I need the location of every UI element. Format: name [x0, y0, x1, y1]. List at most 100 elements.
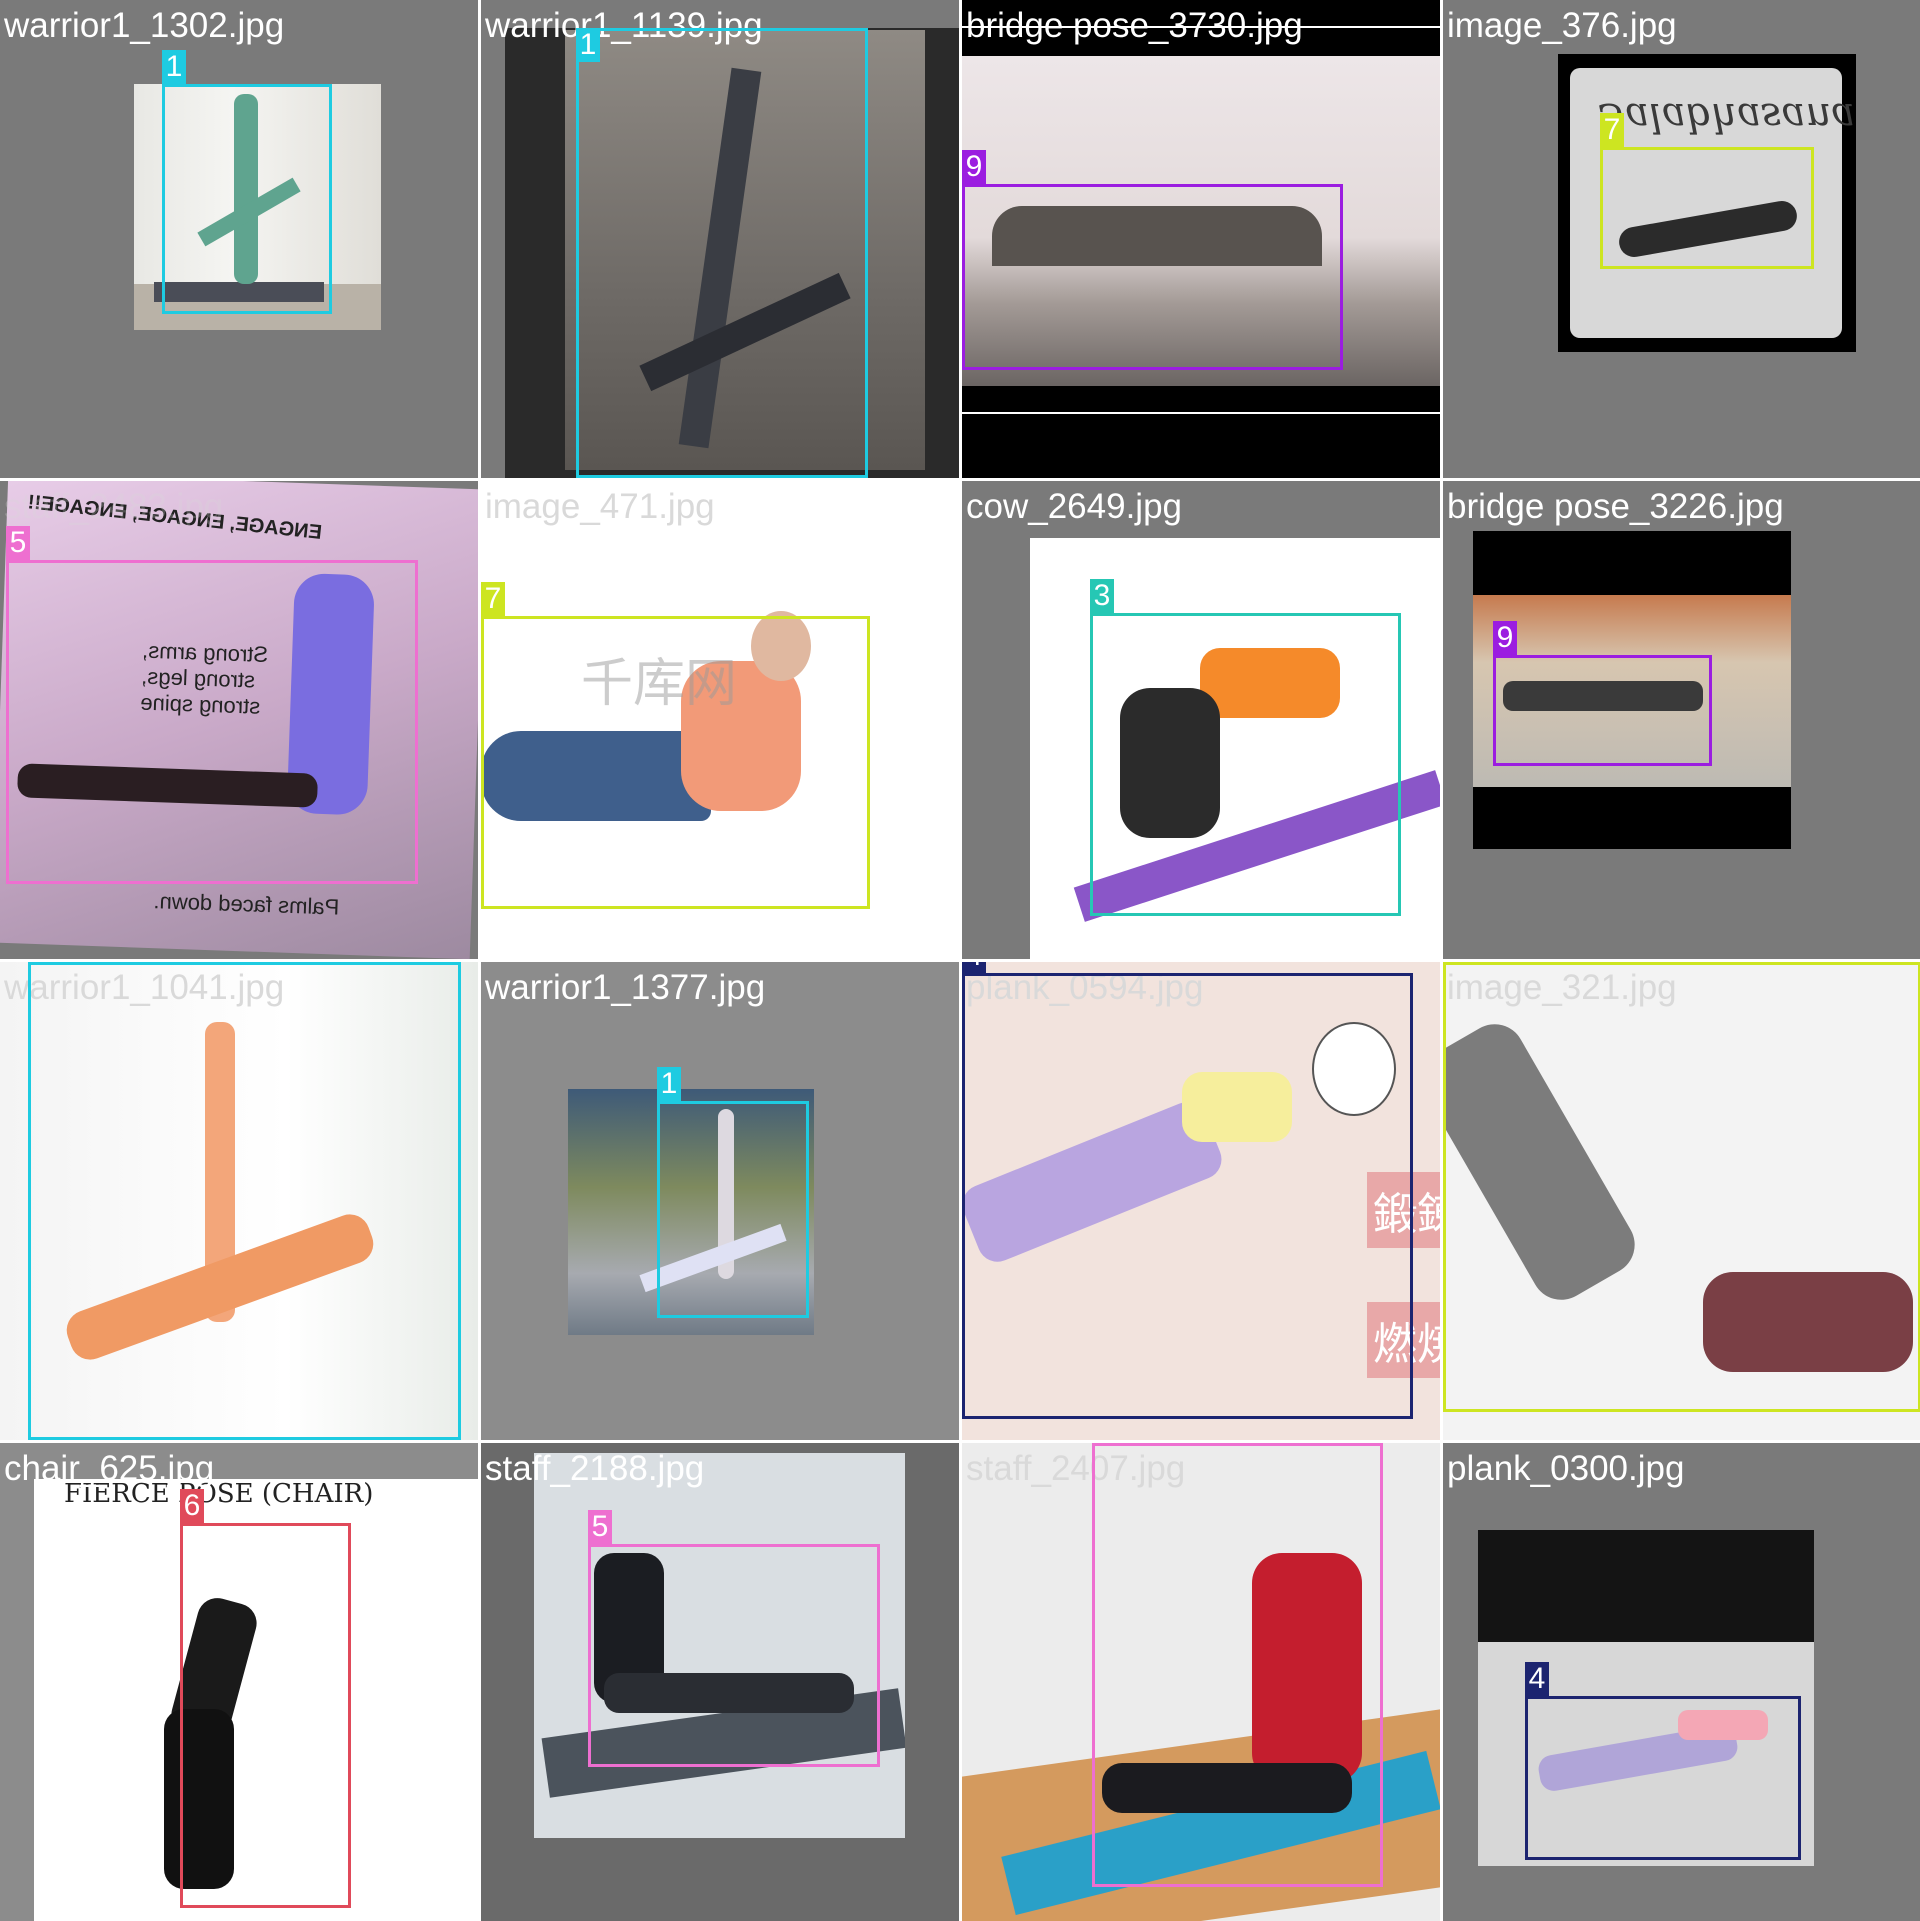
person-figure [1182, 1072, 1292, 1142]
kanji-1: 鍛錬 [1367, 1172, 1440, 1248]
filename-label: image_321.jpg [1447, 968, 1677, 1007]
detection-box [1600, 147, 1814, 269]
detection-box [588, 1544, 880, 1767]
filename-label: image_376.jpg [1447, 6, 1677, 45]
detection-box [180, 1523, 351, 1908]
filename-label: cow_2649.jpg [966, 487, 1182, 526]
photo [962, 56, 1440, 386]
person-figure [1678, 1710, 1768, 1740]
tile-12: FIERCE POSE (CHAIR) chair_625.jpg 6 [0, 1443, 478, 1921]
class-tag: 3 [1090, 579, 1114, 613]
dark-band [1478, 1530, 1814, 1642]
class-tag: 1 [657, 1067, 681, 1101]
person-figure [164, 1709, 234, 1889]
caption-bottom: Palms faced down. [153, 888, 340, 920]
person-figure [234, 94, 258, 284]
detection-box [6, 560, 418, 884]
tile-4: ENGAGE, ENGAGE, ENGAGE!! Strong arms, st… [0, 481, 478, 959]
tile-9: warrior1_1377.jpg 1 [481, 962, 959, 1440]
filename-label: warrior1_1377.jpg [485, 968, 766, 1007]
watermark-text: Salabhasana [1598, 94, 1856, 140]
filename-label: warrior1_1139.jpg [485, 6, 763, 45]
detection-box [1525, 1696, 1801, 1860]
person-figure [718, 1109, 734, 1279]
photo [1473, 531, 1791, 849]
detection-box [657, 1101, 809, 1318]
person-figure [604, 1673, 854, 1713]
person-figure [681, 661, 801, 811]
filename-label: staff_2483.jpg [4, 487, 224, 526]
detection-box [962, 184, 1343, 370]
class-tag: 7 [481, 582, 505, 616]
person-figure [1200, 648, 1340, 718]
class-tag: 5 [588, 1510, 612, 1544]
tile-6: cow_2649.jpg 3 [962, 481, 1440, 959]
class-tag: 9 [962, 150, 986, 184]
person-figure [1503, 681, 1703, 711]
class-tag: 4 [962, 962, 986, 973]
tile-15: plank_0300.jpg 4 [1443, 1443, 1920, 1921]
filename-label: staff_2407.jpg [966, 1449, 1186, 1488]
tile-7: bridge pose_3226.jpg 9 [1443, 481, 1920, 959]
photo: FIERCE POSE (CHAIR) [34, 1479, 478, 1921]
photo [568, 1089, 814, 1335]
photo [962, 1443, 1440, 1921]
detection-box [576, 28, 868, 478]
filename-label: plank_0300.jpg [1447, 1449, 1685, 1488]
tile-5: 千库网 image_471.jpg 7 [481, 481, 959, 959]
filename-label: warrior1_1302.jpg [4, 6, 285, 45]
detection-box [481, 616, 870, 909]
tile-13: staff_2188.jpg 5 [481, 1443, 959, 1921]
person-figure [992, 206, 1322, 266]
class-tag: 1 [576, 28, 600, 62]
tile-8: warrior1_1041.jpg 1 [0, 962, 478, 1440]
divider-line [962, 26, 1440, 28]
person-head [1312, 1022, 1396, 1116]
watermark-text: 千库网 [581, 655, 738, 713]
caption-title: FIERCE POSE (CHAIR) [64, 1479, 374, 1509]
detection-box [1092, 1443, 1383, 1887]
detection-box [962, 973, 1413, 1419]
class-tag: 1 [162, 50, 186, 84]
class-tag: 6 [180, 1489, 204, 1523]
tile-2: bridge pose_3730.jpg 9 [962, 0, 1440, 478]
class-tag: 4 [1525, 1662, 1549, 1696]
person-figure [1102, 1763, 1352, 1813]
tile-0: warrior1_1302.jpg 1 [0, 0, 478, 478]
class-tag: 5 [6, 526, 30, 560]
photo [534, 1453, 905, 1838]
person-figure [481, 731, 711, 821]
detection-box [1090, 613, 1401, 916]
filename-label: bridge pose_3730.jpg [966, 6, 1303, 45]
filename-label: staff_2188.jpg [485, 1449, 705, 1488]
tile-3: Salabhasana image_376.jpg 7 [1443, 0, 1920, 478]
class-tag: 9 [1493, 621, 1517, 655]
tile-11: image_321.jpg 7 [1443, 962, 1920, 1440]
photo: Salabhasana [1558, 54, 1856, 352]
person-head [751, 611, 811, 681]
photo [0, 962, 478, 1440]
kanji-2: 燃焼 [1367, 1302, 1440, 1378]
tile-14: staff_2407.jpg 5 [962, 1443, 1440, 1921]
photo [1443, 962, 1920, 1440]
detection-box [1493, 655, 1712, 766]
tile-10: 鍛錬 燃焼 plank_0594.jpg 4 [962, 962, 1440, 1440]
yoga-mat [154, 282, 324, 302]
person-figure [1120, 688, 1220, 838]
class-tag: 7 [1600, 113, 1624, 147]
detection-box [1443, 962, 1920, 1412]
photo [134, 84, 381, 330]
filename-label: image_471.jpg [485, 487, 715, 526]
filename-label: warrior1_1041.jpg [4, 968, 285, 1007]
detection-box [162, 84, 332, 314]
detection-box [28, 962, 461, 1440]
tile-1: warrior1_1139.jpg 1 [481, 0, 959, 478]
photo: 鍛錬 燃焼 [962, 962, 1440, 1440]
person-figure [1703, 1272, 1913, 1372]
person-figure [1252, 1553, 1362, 1783]
filename-label: chair_625.jpg [4, 1449, 215, 1488]
photo: 千库网 [481, 481, 959, 959]
filename-label: bridge pose_3226.jpg [1447, 487, 1784, 526]
divider-line [962, 412, 1440, 414]
